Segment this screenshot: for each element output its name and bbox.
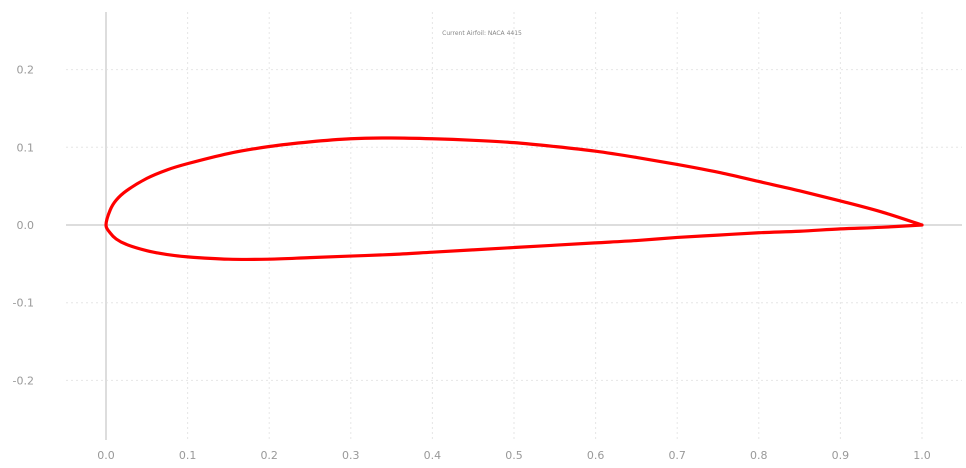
y-tick-label: 0.0 <box>17 219 35 232</box>
x-tick-label: 0.1 <box>179 449 197 462</box>
y-tick-label: -0.2 <box>13 374 34 387</box>
x-tick-label: 1.0 <box>913 449 931 462</box>
x-tick-labels: 0.0 0.1 0.2 0.3 0.4 0.5 0.6 0.7 0.8 0.9 1.0 <box>97 449 931 462</box>
y-tick-label: -0.1 <box>13 297 34 310</box>
y-tick-label: 0.2 <box>17 64 35 77</box>
x-tick-label: 0.2 <box>260 449 278 462</box>
x-tick-label: 0.8 <box>750 449 768 462</box>
chart-title: Current Airfoil: NACA 4415 <box>442 30 522 37</box>
y-tick-label: 0.1 <box>17 141 35 154</box>
x-tick-label: 0.5 <box>505 449 523 462</box>
x-tick-label: 0.7 <box>668 449 686 462</box>
x-tick-label: 0.0 <box>97 449 115 462</box>
airfoil-series-line <box>104 136 924 262</box>
x-tick-label: 0.9 <box>832 449 850 462</box>
x-tick-label: 0.6 <box>587 449 605 462</box>
y-tick-labels: 0.2 0.1 0.0 -0.1 -0.2 <box>13 64 34 388</box>
grid <box>66 12 962 440</box>
x-tick-label: 0.4 <box>424 449 442 462</box>
x-tick-label: 0.3 <box>342 449 360 462</box>
series-layer <box>104 136 924 262</box>
axes <box>66 12 962 440</box>
